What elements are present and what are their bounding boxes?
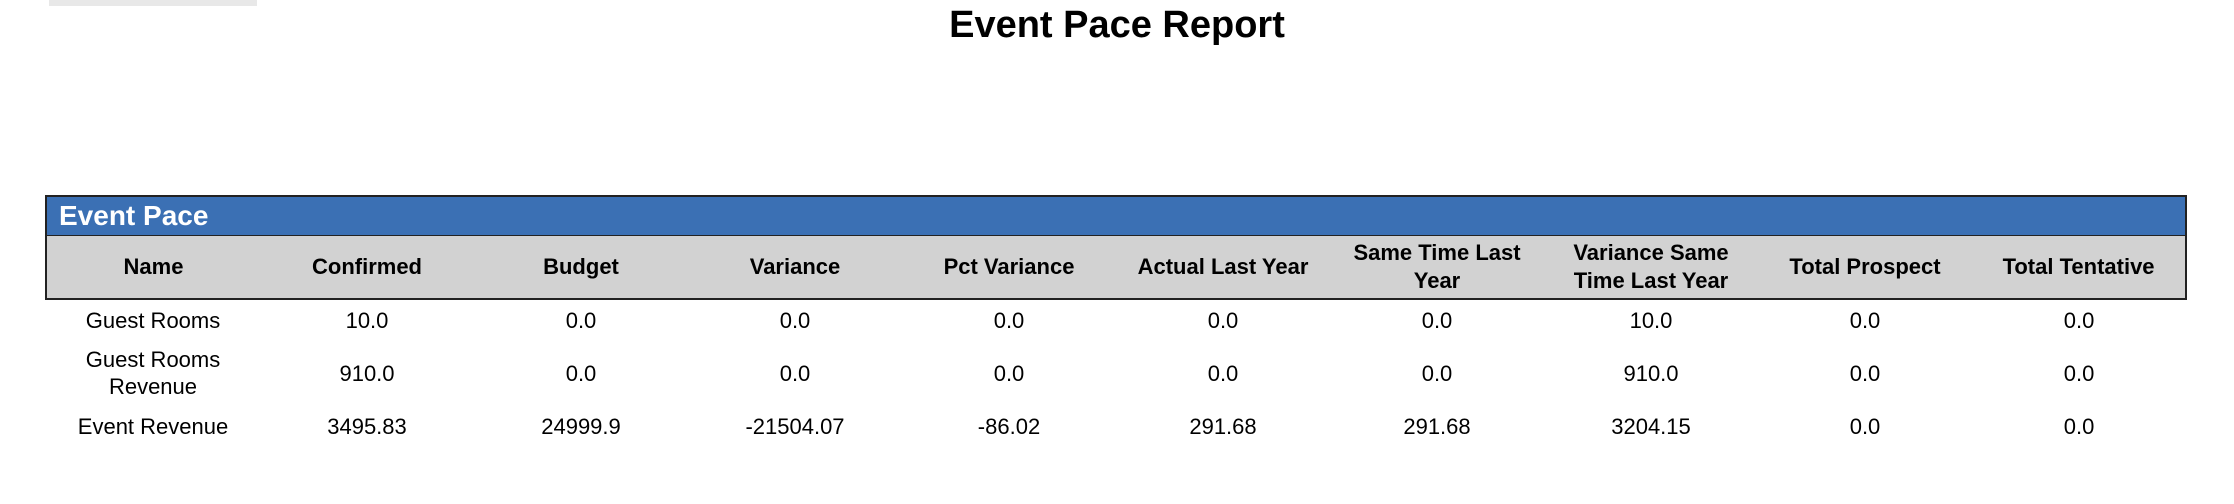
value-cell: -86.02 [902, 406, 1116, 446]
value-cell: 910.0 [260, 340, 474, 406]
column-header-pct-variance: Pct Variance [902, 235, 1116, 300]
value-cell: 24999.9 [474, 406, 688, 446]
row-name-cell: Guest Rooms [46, 299, 260, 340]
value-cell: 0.0 [688, 299, 902, 340]
column-header-same-time-last-year: Same Time Last Year [1330, 235, 1544, 300]
value-cell: 0.0 [474, 340, 688, 406]
value-cell: 0.0 [902, 340, 1116, 406]
value-cell: 3495.83 [260, 406, 474, 446]
table-row: Guest Rooms Revenue 910.0 0.0 0.0 0.0 0.0 0.0 9… [46, 340, 2187, 406]
value-cell: 0.0 [1758, 299, 1972, 340]
value-cell: 10.0 [260, 299, 474, 340]
row-name-cell: Guest Rooms Revenue [46, 340, 260, 406]
column-header-total-prospect: Total Prospect [1758, 235, 1972, 300]
event-pace-table: Event Pace Name Confirmed Budget Variance Pc… [44, 195, 2188, 446]
value-cell: 910.0 [1544, 340, 1758, 406]
column-header-actual-last-year: Actual Last Year [1116, 235, 1330, 300]
value-cell: 291.68 [1116, 406, 1330, 446]
column-header-row: Name Confirmed Budget Variance Pct Variance A… [45, 235, 2188, 300]
value-cell: 0.0 [1972, 406, 2187, 446]
value-cell: 0.0 [1972, 340, 2187, 406]
section-header-row: Event Pace [44, 195, 2188, 236]
column-header-budget: Budget [474, 235, 688, 300]
top-edge-strip [49, 0, 257, 6]
column-header-confirmed: Confirmed [260, 235, 474, 300]
value-cell: -21504.07 [688, 406, 902, 446]
column-header-variance-same-time-last-year: Variance Same Time Last Year [1544, 235, 1758, 300]
table-body: Guest Rooms 10.0 0.0 0.0 0.0 0.0 0.0 10.0 0.0 0.0… [46, 299, 2187, 446]
value-cell: 0.0 [1116, 340, 1330, 406]
table-row: Guest Rooms 10.0 0.0 0.0 0.0 0.0 0.0 10.0 0.0 0.0 [46, 299, 2187, 340]
value-cell: 0.0 [1972, 299, 2187, 340]
value-cell: 0.0 [1116, 299, 1330, 340]
column-header-name: Name [45, 235, 260, 300]
value-cell: 0.0 [474, 299, 688, 340]
value-cell: 0.0 [1330, 299, 1544, 340]
value-cell: 0.0 [688, 340, 902, 406]
value-cell: 291.68 [1330, 406, 1544, 446]
value-cell: 0.0 [1758, 406, 1972, 446]
table-row: Event Revenue 3495.83 24999.9 -21504.07 -86.… [46, 406, 2187, 446]
value-cell: 0.0 [1758, 340, 1972, 406]
page-title: Event Pace Report [949, 4, 1285, 46]
column-header-variance: Variance [688, 235, 902, 300]
event-pace-report-table-container: Event Pace Name Confirmed Budget Variance Pc… [44, 195, 2188, 446]
value-cell: 10.0 [1544, 299, 1758, 340]
value-cell: 0.0 [902, 299, 1116, 340]
column-header-total-tentative: Total Tentative [1972, 235, 2188, 300]
value-cell: 3204.15 [1544, 406, 1758, 446]
value-cell: 0.0 [1330, 340, 1544, 406]
row-name-cell: Event Revenue [46, 406, 260, 446]
section-title: Event Pace [44, 195, 2188, 236]
